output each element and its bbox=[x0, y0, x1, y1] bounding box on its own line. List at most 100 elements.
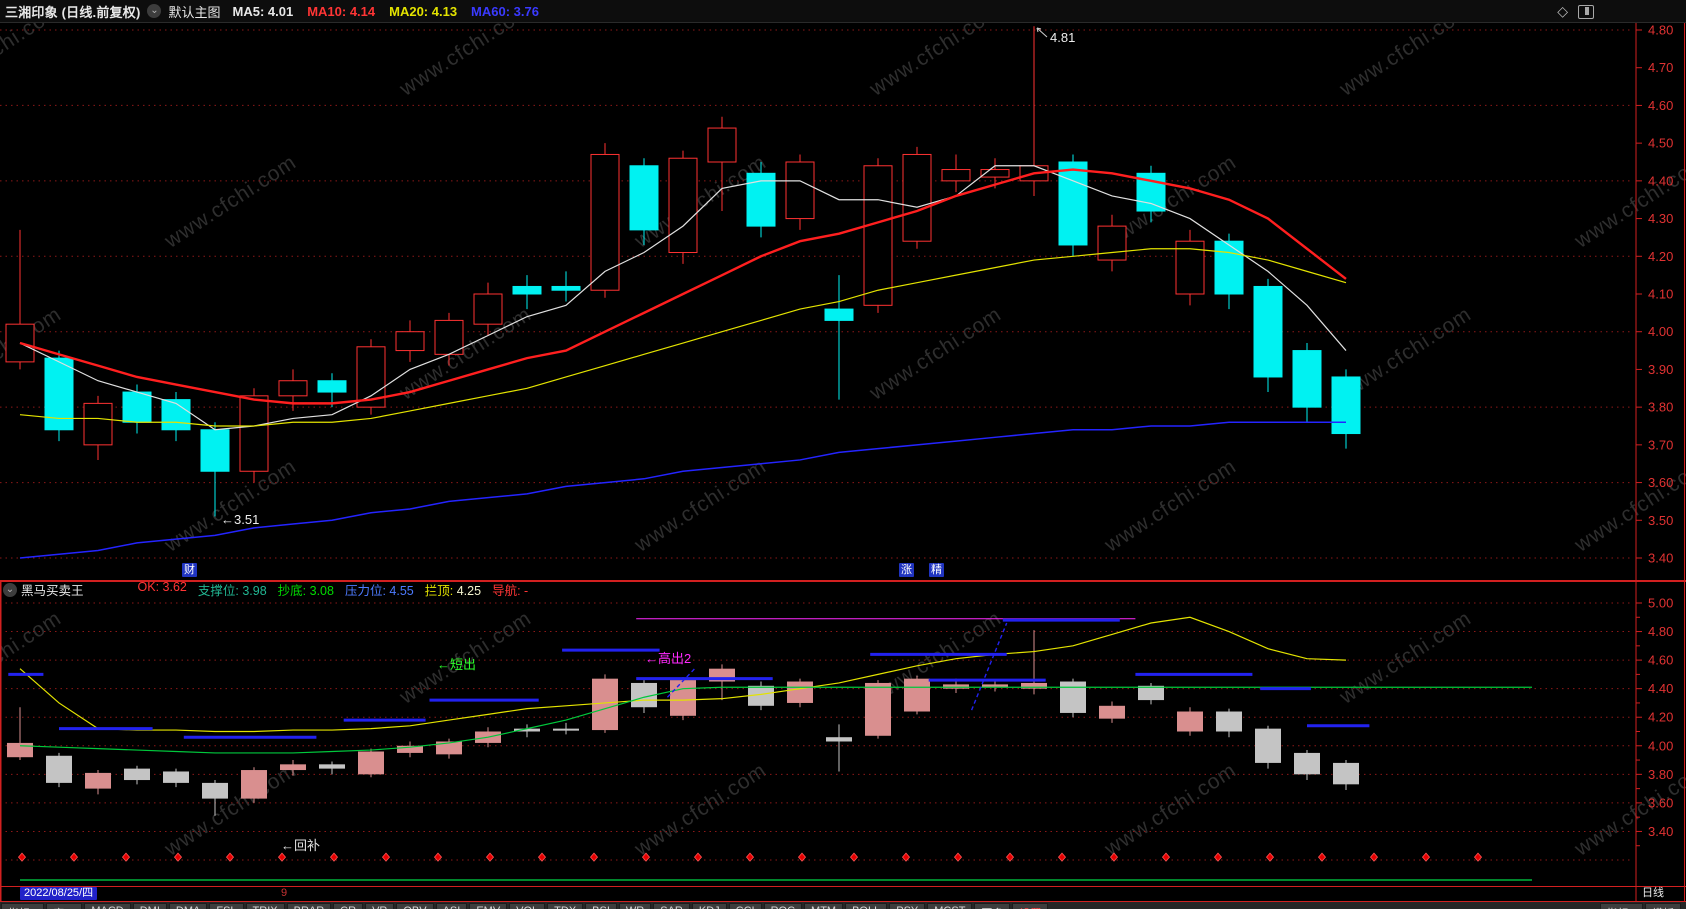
candlestick bbox=[83, 402, 113, 446]
tab-VR[interactable]: VR bbox=[365, 903, 395, 909]
signal-dot bbox=[641, 852, 651, 862]
tab-TRIX[interactable]: TRIX bbox=[245, 903, 285, 909]
tab-模板[interactable]: 模板 bbox=[1645, 903, 1681, 909]
tab-MACD[interactable]: MACD bbox=[84, 903, 131, 909]
signal-dot bbox=[849, 852, 859, 862]
candlestick bbox=[863, 165, 893, 306]
indicator-candle bbox=[202, 782, 228, 799]
tab-ASI[interactable]: ASI bbox=[435, 903, 468, 909]
indicator-chart[interactable]: ←高出2 ←短出 ←回补 bbox=[0, 602, 1630, 881]
svg-text:4.80: 4.80 bbox=[1648, 23, 1673, 38]
ma-value: MA5: 4.01 bbox=[232, 3, 294, 19]
svg-text:3.40: 3.40 bbox=[1648, 551, 1673, 566]
indicator-candle bbox=[826, 737, 852, 742]
tab-CR[interactable]: CR bbox=[333, 903, 364, 909]
svg-text:4.20: 4.20 bbox=[1648, 249, 1673, 264]
tab-KDJ[interactable]: KDJ bbox=[691, 903, 727, 909]
indicator-value: 压力位: 4.55 bbox=[344, 584, 414, 598]
svg-text:4.20: 4.20 bbox=[1648, 710, 1673, 725]
tab-CCI[interactable]: CCI bbox=[728, 903, 762, 909]
indicator-line-trend-yellow bbox=[19, 616, 1347, 733]
tab-BRAR[interactable]: BRAR bbox=[286, 903, 332, 909]
svg-text:3.70: 3.70 bbox=[1648, 437, 1673, 452]
signal-dot bbox=[1161, 852, 1171, 862]
svg-text:3.60: 3.60 bbox=[1648, 475, 1673, 490]
svg-text:←高出2: ←高出2 bbox=[645, 651, 691, 666]
svg-text:4.10: 4.10 bbox=[1648, 287, 1673, 302]
indicator-candle bbox=[1138, 685, 1164, 701]
tab-VOL[interactable]: VOL bbox=[509, 903, 546, 909]
indicator-candle bbox=[241, 770, 267, 799]
candlestick bbox=[200, 429, 230, 472]
indicator-candle bbox=[514, 728, 540, 732]
tab-BOLL[interactable]: BOLL bbox=[845, 903, 888, 909]
indicator-value: 导航: - bbox=[492, 584, 529, 598]
signal-badge: 精 bbox=[929, 563, 944, 577]
signal-dot bbox=[1265, 852, 1275, 862]
ma-line-MA60 bbox=[19, 421, 1346, 559]
tab-MCST[interactable]: MCST bbox=[927, 903, 973, 909]
tab-SAR[interactable]: SAR bbox=[653, 903, 690, 909]
svg-text:3.40: 3.40 bbox=[1648, 824, 1673, 839]
indicator-value: 抄底: 3.08 bbox=[277, 584, 334, 598]
top-bar: 三湘印象 (日线.前复权) ⌄ 默认主图 MA5: 4.01 MA10: 4.14… bbox=[0, 0, 1686, 23]
signal-dot bbox=[173, 852, 183, 862]
indicator-candle bbox=[7, 742, 33, 758]
chevron-down-icon[interactable]: ⌄ bbox=[147, 4, 162, 18]
candlestick bbox=[1331, 376, 1361, 435]
tab-TDX[interactable]: TDX bbox=[547, 903, 584, 909]
indicator-candle bbox=[592, 678, 618, 731]
tab-设置[interactable]: 设置 bbox=[1012, 903, 1049, 909]
tab-FSL[interactable]: FSL bbox=[209, 903, 244, 909]
indicator-tabs: 指标A窗口MACDDMIDMAFSLTRIXBRARCRVROBVASIEMVV… bbox=[0, 902, 1049, 909]
signal-dot bbox=[17, 852, 27, 862]
tab-MTM[interactable]: MTM bbox=[804, 903, 844, 909]
indicator-tab-bar: 指标A窗口MACDDMIDMAFSLTRIXBRARCRVROBVASIEMVV… bbox=[0, 902, 1686, 909]
tab-DMA[interactable]: DMA bbox=[168, 903, 208, 909]
candlestick bbox=[980, 169, 1010, 178]
signal-badge: 财 bbox=[182, 563, 197, 577]
indicator-value: 支撑位: 3.98 bbox=[197, 584, 267, 598]
svg-text:4.80: 4.80 bbox=[1648, 624, 1673, 639]
tab-EMV[interactable]: EMV bbox=[469, 903, 508, 909]
tab-OBV[interactable]: OBV bbox=[396, 903, 434, 909]
period-label[interactable]: 日线 bbox=[1642, 887, 1664, 899]
top-right-icons: ◇ bbox=[1557, 3, 1594, 20]
tab-指标B[interactable]: 指标B bbox=[1599, 903, 1643, 909]
candlestick bbox=[824, 308, 854, 321]
candlestick bbox=[707, 127, 737, 163]
svg-text:4.00: 4.00 bbox=[1648, 738, 1673, 753]
main-view-label[interactable]: 默认主图 bbox=[168, 4, 221, 20]
ma-value: MA20: 4.13 bbox=[389, 3, 458, 19]
tab-BSI[interactable]: BSI bbox=[585, 903, 617, 909]
tab-更多[interactable]: 更多 bbox=[974, 903, 1011, 909]
indicator-name[interactable]: 黑马买卖王 bbox=[21, 584, 84, 598]
candlestick bbox=[941, 169, 971, 182]
tab-PSY[interactable]: PSY bbox=[889, 903, 926, 909]
indicator-header: ⌄ 黑马买卖王 OK: 3.62 支撑位: 3.98 抄底: 3.08 压力位: 4.… bbox=[0, 580, 1630, 598]
svg-text:5.00: 5.00 bbox=[1648, 596, 1673, 611]
indicator-candle bbox=[1333, 762, 1359, 785]
signal-dot bbox=[329, 852, 339, 862]
layout-split-icon[interactable] bbox=[1578, 4, 1594, 19]
signal-dot bbox=[1473, 852, 1483, 862]
candlestick bbox=[161, 399, 191, 431]
chevron-down-icon[interactable]: ⌄ bbox=[3, 582, 17, 597]
signal-dot bbox=[1213, 852, 1223, 862]
tab-指标A[interactable]: 指标A bbox=[1, 903, 45, 909]
indicator-candle bbox=[670, 680, 696, 716]
signal-dot bbox=[433, 852, 443, 862]
main-chart[interactable]: 4.81 ←3.51 bbox=[0, 26, 1630, 559]
indicator-candle bbox=[1294, 752, 1320, 775]
ma-value: MA10: 4.14 bbox=[307, 3, 376, 19]
tab-ROC[interactable]: ROC bbox=[763, 903, 803, 909]
indicator-candle bbox=[1216, 711, 1242, 732]
tab-窗口[interactable]: 窗口 bbox=[46, 903, 83, 909]
indicator-candle bbox=[787, 681, 813, 703]
tab-DMI[interactable]: DMI bbox=[132, 903, 167, 909]
indicator-candle bbox=[943, 684, 969, 689]
diamond-icon[interactable]: ◇ bbox=[1557, 3, 1568, 19]
tab-WR[interactable]: WR bbox=[618, 903, 652, 909]
indicator-candle bbox=[1099, 705, 1125, 719]
